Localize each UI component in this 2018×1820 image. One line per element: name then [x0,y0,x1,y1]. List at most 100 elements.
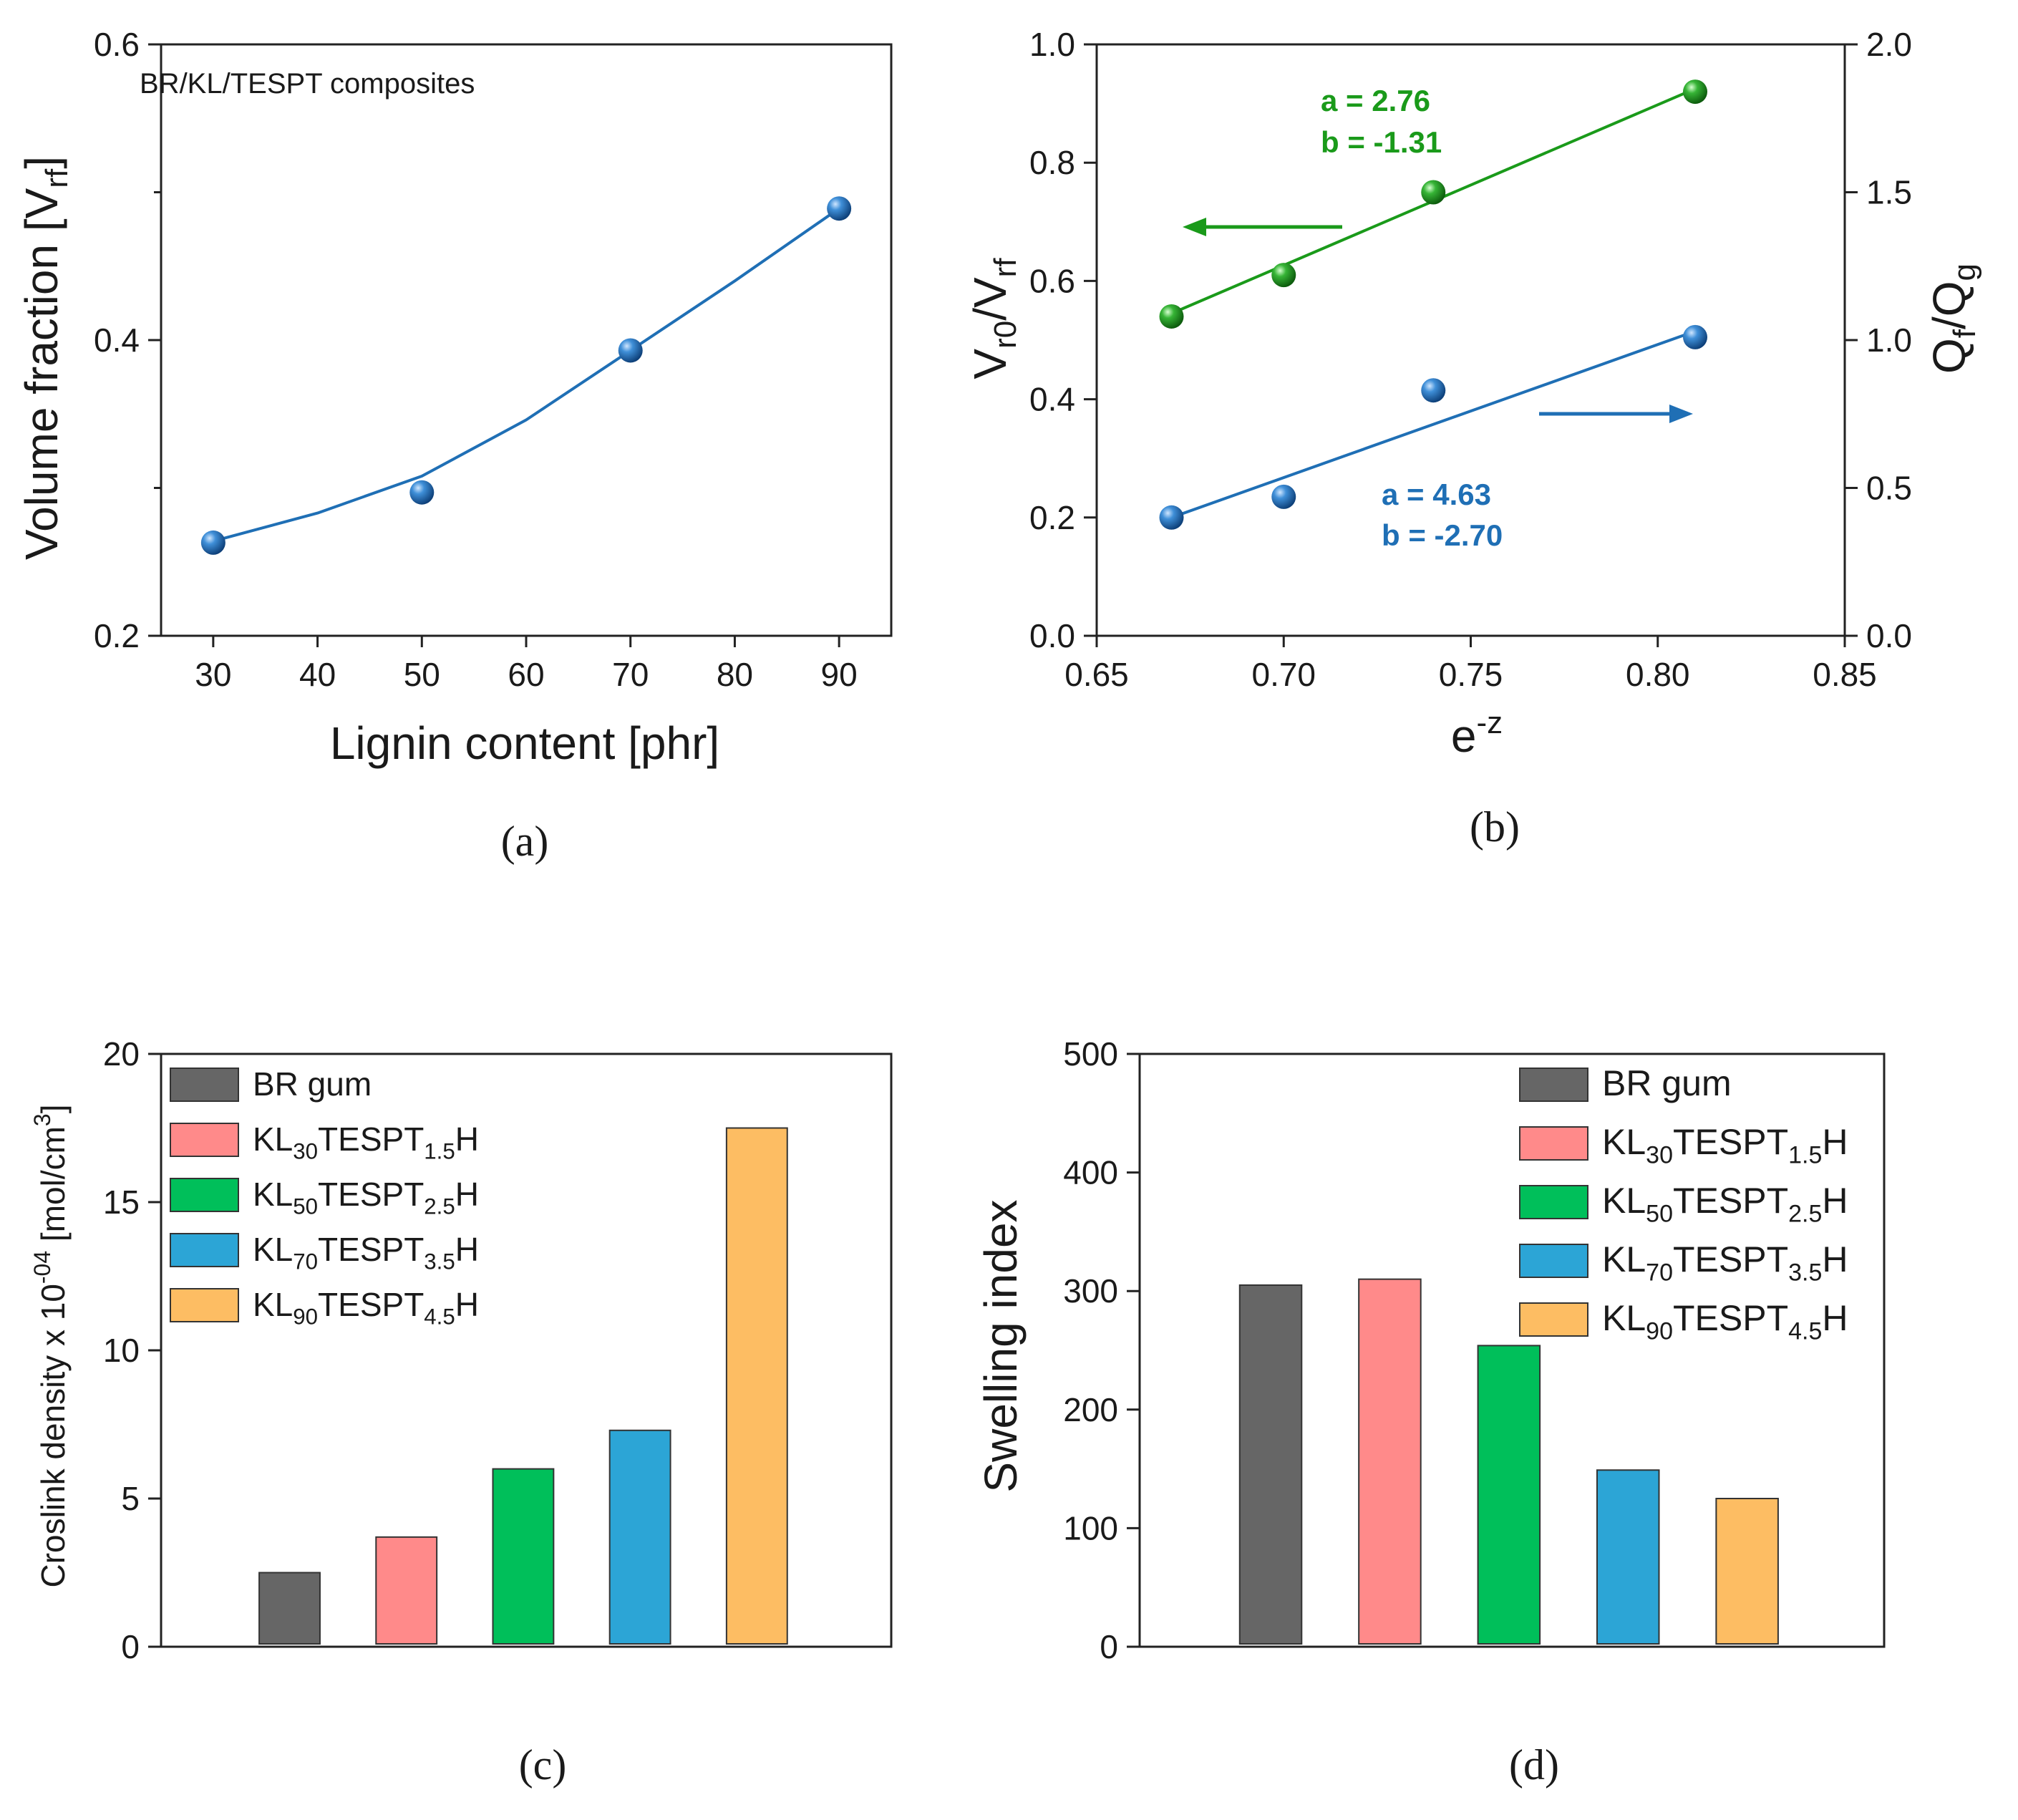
panel-d-bar [1596,1469,1660,1645]
panel-c-legend-label: KL70TESPT3.5H [253,1231,479,1274]
panel-d-legend-swatch [1519,1126,1588,1161]
panel-b-ytick-right-label: 1.0 [1866,321,1912,359]
panel-d-ytick-label: 200 [1063,1391,1118,1428]
panel-d-ylabel: Swelling index [975,1199,1027,1492]
panel-b-ytick-right-label: 0.5 [1866,470,1912,507]
panel-a-xlabel: Lignin content [phr] [330,717,719,769]
panel-a-fit-curve [213,207,840,543]
panel-a-xtick-label: 40 [299,656,336,693]
panel-c-ytick-label: 0 [121,1628,140,1665]
panel-a-plot: 30 40 50 60 70 80 90 0.2 0.4 0.6 [94,26,893,693]
panel-c-bar [725,1127,788,1645]
panel-a-xtick-label: 80 [717,656,753,693]
panel-d-ytick-label: 300 [1063,1272,1118,1310]
panel-b-plot: 0.65 0.70 0.75 0.80 0.850.00.20.40.60.81.00.… [1029,26,1912,693]
panel-b-ytick-left-label: 0.4 [1029,381,1075,418]
panel-b-ytick-right-label: 2.0 [1866,26,1912,63]
panel-d-legend-label: KL70TESPT3.5H [1602,1239,1848,1287]
panel-d-bar [1238,1284,1303,1645]
panel-b-annotation-blue-a: a = 4.63 [1382,478,1491,511]
panel-b-ytick-left-label: 0.6 [1029,262,1075,299]
panel-a-ytick-label: 0.4 [94,321,140,359]
panel-b-ytick-left-label: 0.2 [1029,499,1075,536]
panel-b-ytick-left-label: 0.0 [1029,617,1075,654]
panel-c-caption: (c) [519,1741,567,1788]
panel-d-legend-swatch [1519,1302,1588,1337]
panel-b-xtick-label: 0.85 [1813,656,1877,693]
panel-d-bar [1358,1278,1422,1645]
panel-d-ytick-label: 500 [1063,1035,1118,1073]
panel-c-legend-label: KL50TESPT2.5H [253,1176,479,1219]
panel-c-ylabel: Croslink density x 10-04 [mol/cm3] [29,1104,72,1587]
panel-b-arrow-right-head [1669,405,1693,423]
panel-b-arrow-left-head [1183,218,1206,236]
panel-d-legend-label: KL50TESPT2.5H [1602,1181,1848,1228]
panel-d: 0 100 200 300 400 500 BR gum KL30TESPT1.5H KL50T… [975,1035,1886,1788]
panel-c-ytick-label: 5 [121,1480,140,1517]
panel-b-point-blue [1421,378,1446,403]
panel-c-bar [258,1572,321,1645]
panel-a-xtick-label: 60 [508,656,544,693]
panel-b-ytick-left-label: 0.8 [1029,144,1075,181]
panel-b-ylabel-right: Qf/Qg [1924,263,1982,374]
panel-c-ytick-label: 10 [103,1332,140,1369]
panel-b-annotation-blue-b: b = -2.70 [1382,518,1503,552]
panel-c-bar [608,1429,671,1645]
panel-c-plot: 0 5 10 15 20 BR gum KL30TESPT1.5H KL50TESPT2.5H… [103,1035,893,1665]
panel-a-point [200,530,225,555]
panel-b-point-blue [1271,484,1296,509]
panel-d-ytick-label: 400 [1063,1154,1118,1191]
panel-d-caption: (d) [1509,1741,1559,1788]
panel-c-legend-swatch [170,1233,239,1267]
panel-a-ytick-label: 0.6 [94,26,140,63]
panel-b-ylabel-left: Vr0/Vrf [964,258,1023,379]
panel-d-legend-swatch [1519,1068,1588,1102]
panel-a-caption: (a) [501,818,549,865]
panel-a-xtick-label: 50 [404,656,440,693]
panel-c-legend-swatch [170,1178,239,1212]
panel-c-ytick-label: 20 [103,1035,140,1073]
panel-b-point-blue [1159,505,1184,530]
panel-b-xlabel: e-z [1451,705,1503,762]
panel-a-frame [160,43,893,637]
panel-a-xtick-label: 70 [612,656,649,693]
panel-b-point-green [1683,79,1707,105]
panel-d-legend-label: BR gum [1602,1063,1732,1103]
panel-d-legend-label: KL90TESPT4.5H [1602,1298,1848,1345]
panel-b-caption: (b) [1470,803,1520,851]
panel-a-annotation: BR/KL/TESPT composites [140,68,475,100]
panel-a-ytick-label: 0.2 [94,617,140,654]
panel-b-xtick-label: 0.65 [1064,656,1129,693]
panel-b-ytick-right-label: 1.5 [1866,174,1912,211]
panel-c-bar [375,1536,438,1645]
panel-b-ytick-left-label: 1.0 [1029,26,1075,63]
panel-b-ytick-right-label: 0.0 [1866,617,1912,654]
panel-b-point-blue [1683,324,1707,349]
panel-a-xtick-label: 30 [195,656,231,693]
panel-b-fit-line-blue [1170,329,1696,519]
panel-d-bar [1715,1498,1779,1645]
panel-c-legend-label: KL30TESPT1.5H [253,1120,479,1164]
panel-b-xtick-label: 0.70 [1251,656,1316,693]
panel-c-legend-swatch [170,1288,239,1322]
panel-d-ytick-label: 100 [1063,1509,1118,1546]
panel-c-legend-swatch [170,1123,239,1157]
panel-c-legend-label: BR gum [253,1065,372,1103]
panel-d-legend-swatch [1519,1185,1588,1219]
panel-c-bar [492,1468,555,1645]
panel-c: 0 5 10 15 20 BR gum KL30TESPT1.5H KL50TESPT2.5H… [29,1035,893,1788]
panel-b-xtick-label: 0.75 [1439,656,1503,693]
panel-a: 30 40 50 60 70 80 90 0.2 0.4 0.6 BR/KL/TESPT comp… [16,26,893,865]
panel-c-ytick-label: 15 [103,1184,140,1221]
panel-d-plot: 0 100 200 300 400 500 BR gum KL30TESPT1.5H KL50T… [1063,1035,1886,1665]
panel-d-legend-swatch [1519,1244,1588,1278]
panel-a-ylabel: Volume fraction [Vrf] [16,156,74,560]
panel-d-bar [1477,1345,1541,1645]
panel-a-point [827,196,852,221]
panel-b-annotation-green-b: b = -1.31 [1321,125,1442,159]
panel-c-legend-swatch [170,1068,239,1102]
panel-a-point [409,480,435,505]
panel-a-point [618,338,643,363]
panel-b-annotation-green-a: a = 2.76 [1321,84,1430,117]
